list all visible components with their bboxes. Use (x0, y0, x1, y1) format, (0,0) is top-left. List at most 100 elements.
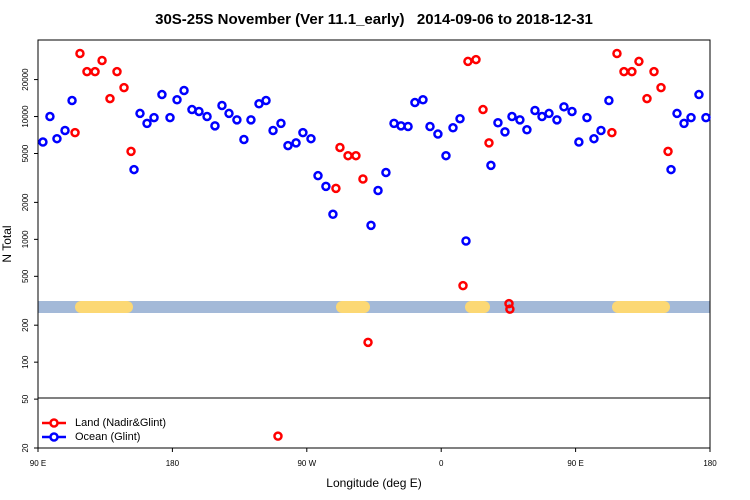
point (500, 127, 510, 137)
point (672, 108, 682, 119)
point (172, 95, 182, 105)
point (552, 115, 562, 125)
point (666, 164, 676, 175)
point (686, 112, 696, 123)
point (276, 118, 286, 129)
x-tick-label: 0 (439, 459, 444, 468)
land-band (465, 301, 490, 313)
point (165, 112, 175, 123)
point (135, 108, 145, 119)
point (97, 55, 107, 66)
point (589, 133, 599, 144)
y-tick-label: 2000 (21, 193, 30, 211)
point (328, 209, 338, 220)
point (642, 93, 652, 104)
point (239, 134, 249, 145)
point (112, 66, 122, 77)
x-tick-label: 180 (703, 459, 717, 468)
legend-marker (49, 432, 59, 442)
point (448, 123, 458, 133)
point (351, 150, 361, 161)
point (268, 125, 278, 136)
point (126, 146, 136, 157)
point (441, 150, 451, 161)
point (418, 95, 428, 105)
point (60, 125, 70, 136)
y-tick-label: 200 (21, 318, 30, 332)
point (574, 137, 584, 147)
legend-label: Ocean (Glint) (75, 431, 140, 443)
point (458, 280, 468, 291)
point (217, 100, 227, 111)
point (582, 112, 592, 123)
point (142, 118, 152, 129)
point (604, 95, 614, 106)
point (627, 66, 637, 77)
x-tick-label: 90 E (567, 459, 583, 468)
y-tick-label: 10000 (21, 105, 30, 128)
point (179, 85, 189, 96)
point (484, 138, 494, 148)
y-tick-label: 500 (21, 269, 30, 283)
point (544, 108, 554, 119)
x-axis-label: Longitude (deg E) (326, 476, 421, 490)
point (663, 146, 673, 157)
point (433, 129, 443, 139)
y-tick-label: 100 (21, 355, 30, 369)
point (507, 111, 517, 122)
point (649, 66, 659, 77)
legend-marker (49, 418, 59, 428)
point (559, 102, 569, 112)
point (619, 66, 629, 77)
y-tick-label: 5000 (21, 144, 30, 162)
point (634, 56, 644, 67)
point (493, 118, 503, 128)
point (52, 133, 62, 144)
point (129, 164, 139, 175)
point (254, 99, 264, 109)
point (455, 113, 465, 124)
plot-frame (37, 39, 711, 449)
point (75, 48, 85, 59)
legend-label: Land (Nadir&Glint) (75, 417, 166, 429)
x-tick-label: 90 E (30, 459, 46, 468)
point (261, 95, 271, 106)
point (567, 106, 577, 117)
point (224, 108, 234, 119)
point (381, 167, 391, 178)
point (471, 54, 481, 65)
point (679, 118, 689, 129)
point (358, 174, 368, 184)
point (410, 97, 420, 108)
ocean-band (38, 301, 710, 313)
point (363, 337, 373, 348)
point (291, 138, 301, 148)
point (90, 66, 100, 77)
point (463, 56, 473, 67)
land-band (75, 301, 133, 313)
point (505, 304, 515, 314)
point (343, 150, 353, 161)
point (701, 112, 711, 123)
point (105, 93, 115, 104)
point (210, 121, 220, 131)
point (70, 127, 80, 138)
point (321, 181, 331, 192)
point (373, 185, 383, 196)
land-band (336, 301, 370, 313)
point (82, 66, 92, 77)
point (306, 133, 316, 144)
y-tick-label: 20000 (21, 68, 30, 91)
point (202, 111, 212, 122)
x-tick-label: 180 (166, 459, 180, 468)
point (612, 48, 622, 59)
point (596, 125, 606, 136)
point (149, 112, 159, 123)
point (335, 142, 345, 153)
chart-title: 30S-25S November (Ver 11.1_early) 2014-0… (155, 11, 593, 28)
point (366, 220, 376, 231)
point (313, 170, 323, 181)
y-tick-label: 20 (21, 443, 30, 452)
point (194, 106, 204, 117)
